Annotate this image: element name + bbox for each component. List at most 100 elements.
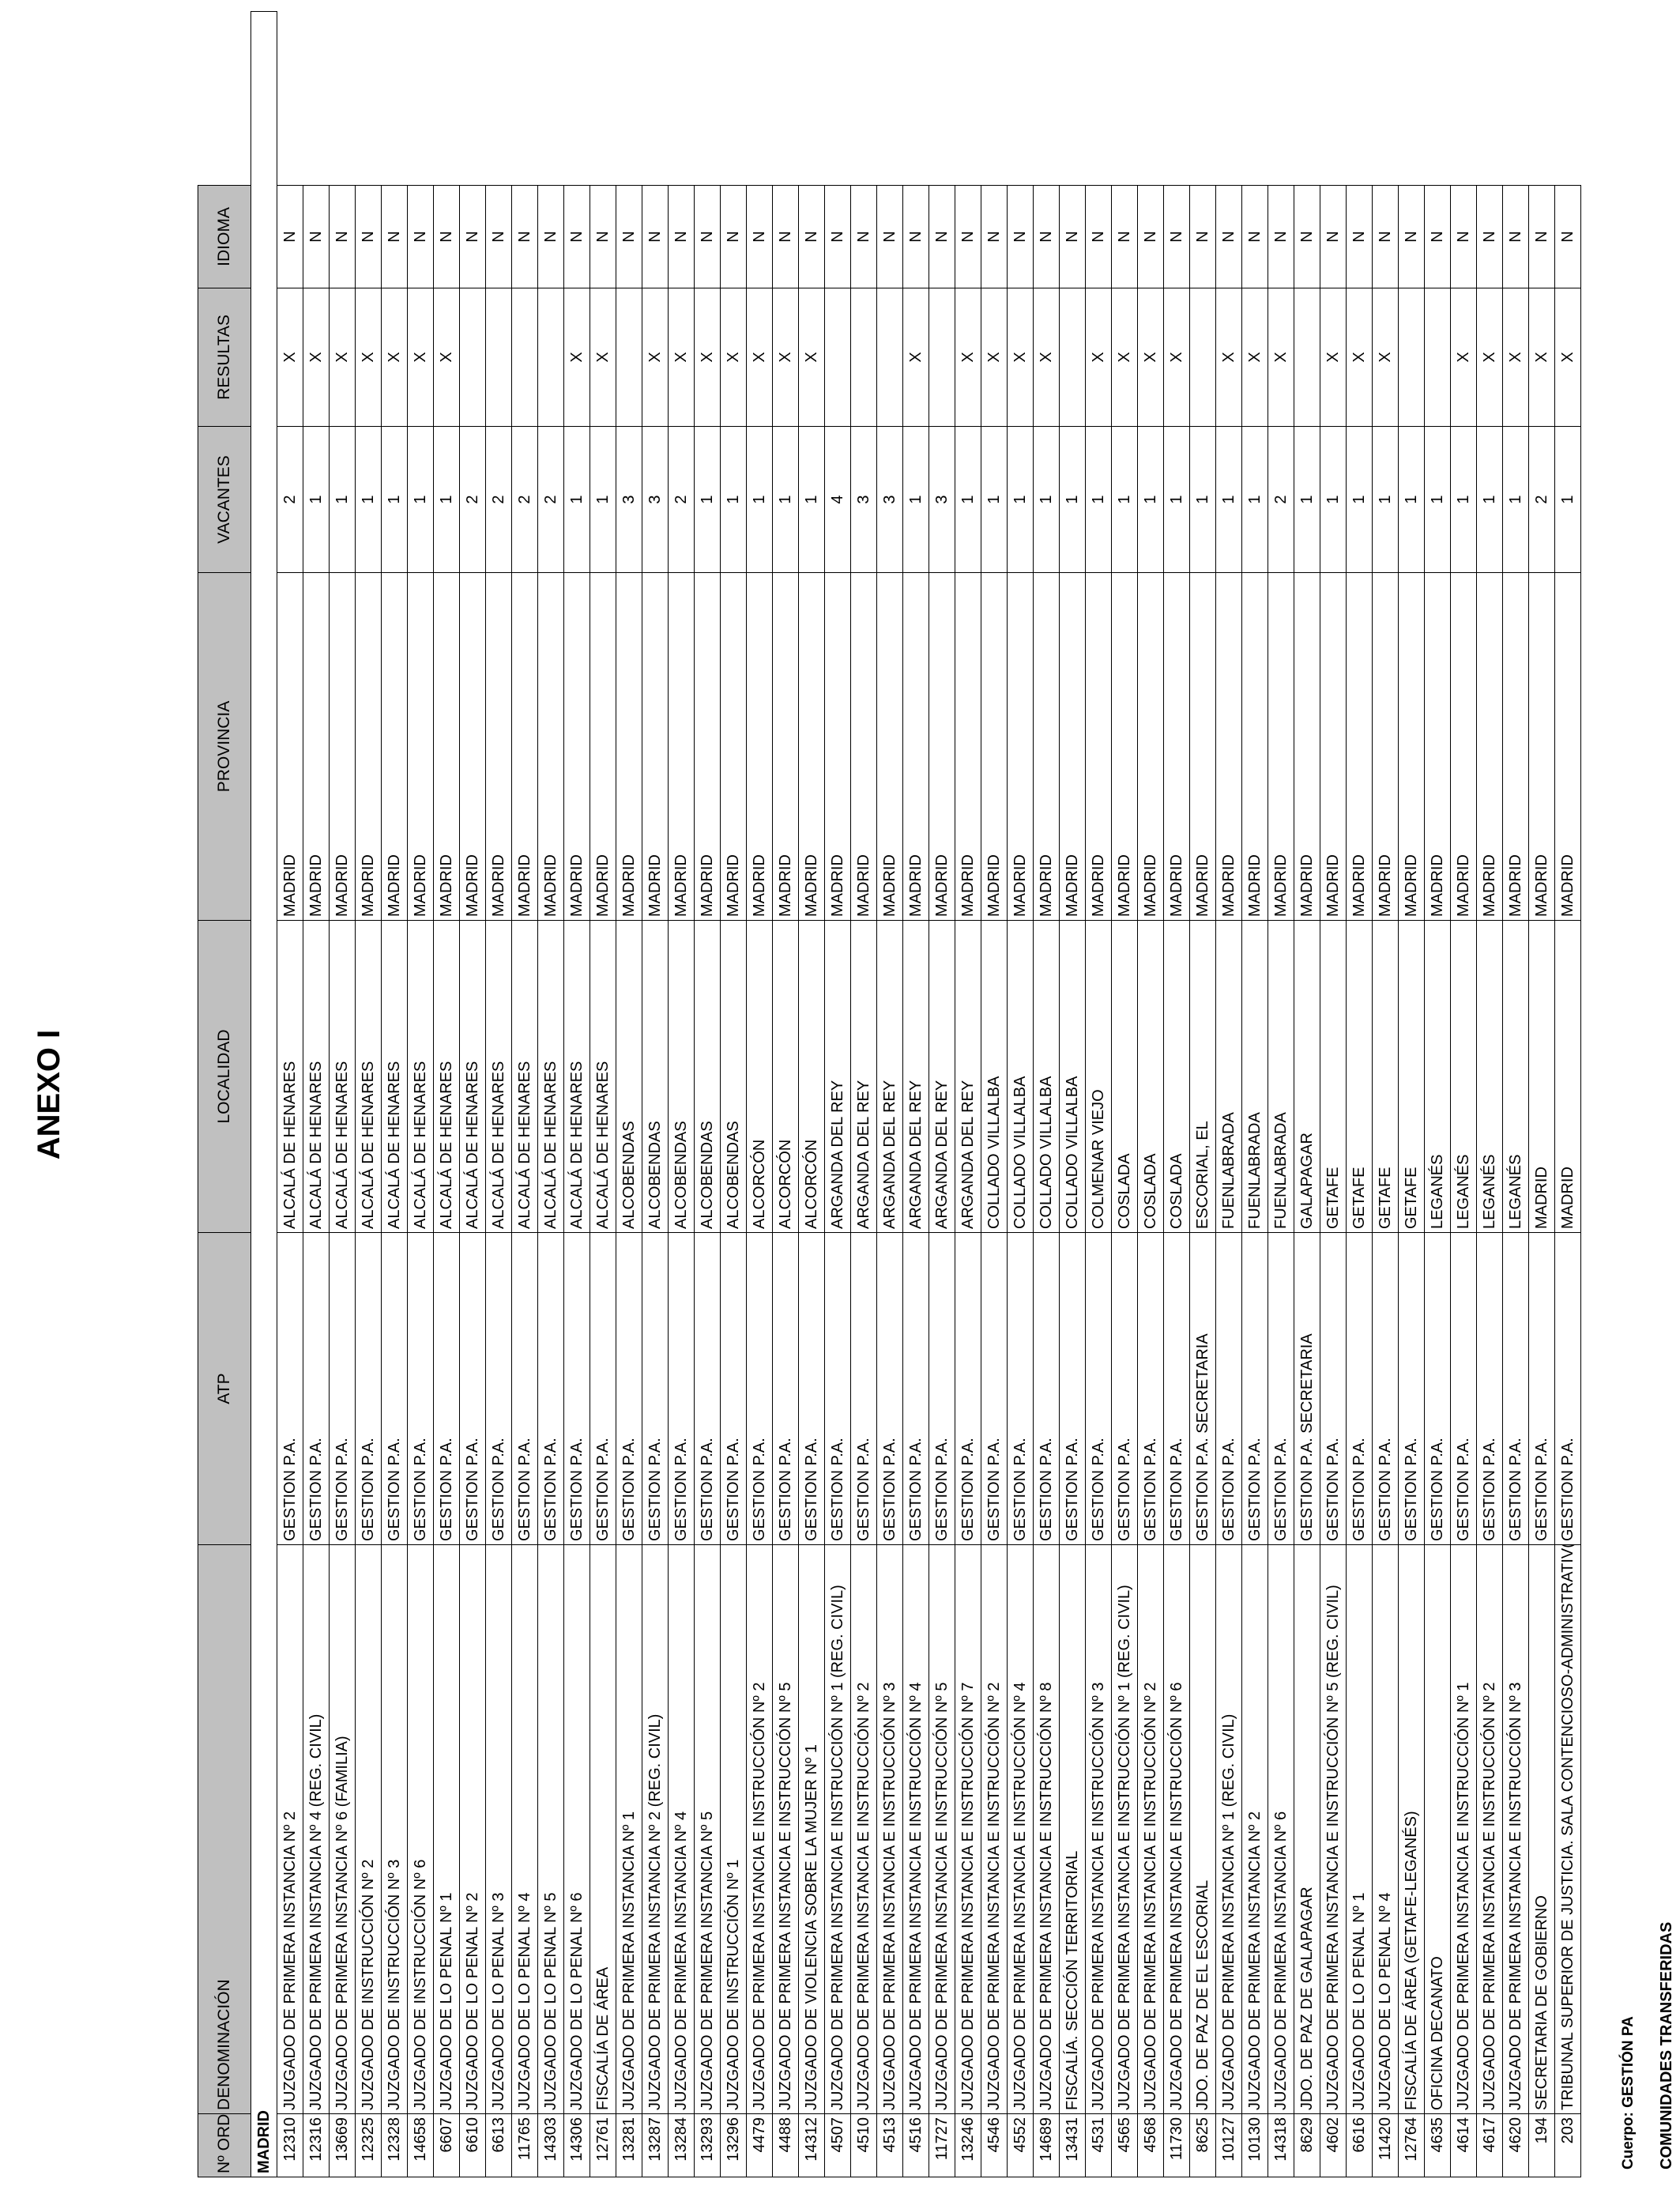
cell-atp: GESTION P.A. [1372,1232,1399,1545]
cell-denominacion: JUZGADO DE LO PENAL Nº 1 [433,1544,460,2114]
cell-orden: 4531 [1085,2113,1112,2177]
cell-denominacion: JUZGADO DE PRIMERA INSTANCIA E INSTRUCCI… [1163,1544,1190,2114]
cell-vacantes: 1 [433,426,460,573]
table-row: 4568 JUZGADO DE PRIMERA INSTANCIA E INSTR… [1137,12,1164,2177]
cell-orden: 14658 [407,2113,434,2177]
cell-idioma: N [720,185,747,288]
cell-resultas: X [277,288,303,427]
table-row: 12310 JUZGADO DE PRIMERA INSTANCIA Nº 2 GE… [277,12,303,2177]
cell-orden: 4568 [1137,2113,1164,2177]
cell-blank [1034,12,1060,186]
cell-provincia: MADRID [772,572,799,921]
cell-localidad: ARGANDA DEL REY [955,920,981,1233]
cell-provincia: MADRID [1294,572,1320,921]
cell-resultas: X [981,288,1008,427]
cell-idioma: N [694,185,721,288]
table-row: 14306 JUZGADO DE LO PENAL Nº 6 GESTION P.A… [563,12,590,2177]
cell-localidad: ALCOBENDAS [642,920,669,1233]
cell-resultas: X [1007,288,1034,427]
cell-idioma: N [433,185,460,288]
cell-idioma: N [1033,185,1060,288]
cell-orden: 10127 [1215,2113,1242,2177]
table-row: 4614 JUZGADO DE PRIMERA INSTANCIA E INSTR… [1450,12,1477,2177]
cell-idioma: N [1111,185,1138,288]
cell-blank [981,12,1008,186]
table-row: 13431 FISCALÍA. SECCIÓN TERRITORIAL GESTIO… [1059,12,1086,2177]
cell-provincia: MADRID [1424,572,1451,921]
cell-blank [1503,12,1529,186]
cell-denominacion: JUZGADO DE LO PENAL Nº 5 [537,1544,564,2114]
cell-atp: GESTION P.A. [668,1232,695,1545]
cell-orden: 12325 [355,2113,382,2177]
cell-atp: GESTION P.A. [981,1232,1008,1545]
cell-localidad: ALCALÁ DE HENARES [329,920,356,1233]
table-row: 12316 JUZGADO DE PRIMERA INSTANCIA Nº 4 (… [303,12,330,2177]
cell-resultas: X [1241,288,1268,427]
cell-vacantes: 1 [1215,426,1242,573]
cell-provincia: MADRID [876,572,903,921]
cell-denominacion: JUZGADO DE PRIMERA INSTANCIA E INSTRUCCI… [929,1544,955,2114]
table-row: 13284 JUZGADO DE PRIMERA INSTANCIA Nº 4 GE… [668,12,695,2177]
cell-orden: 13669 [329,2113,356,2177]
table-row: 6616 JUZGADO DE LO PENAL Nº 1 GESTION P.A.… [1346,12,1373,2177]
cell-denominacion: JUZGADO DE LO PENAL Nº 3 [485,1544,512,2114]
cell-blank [382,12,408,186]
cell-provincia: MADRID [955,572,981,921]
cell-vacantes: 1 [355,426,382,573]
cell-idioma: N [485,185,512,288]
cell-denominacion: JUZGADO DE PRIMERA INSTANCIA E INSTRUCCI… [1007,1544,1034,2114]
cell-idioma: N [303,185,330,288]
cell-denominacion: JUZGADO DE PRIMERA INSTANCIA E INSTRUCCI… [1320,1544,1347,2114]
cell-idioma: N [1085,185,1112,288]
cell-atp: GESTION P.A. [876,1232,903,1545]
cell-provincia: MADRID [824,572,851,921]
cell-vacantes: 1 [1320,426,1347,573]
cell-orden: 12328 [381,2113,408,2177]
cell-blank [1242,12,1268,186]
cell-atp: GESTION P.A. [1085,1232,1112,1545]
cell-atp: GESTION P.A. [277,1232,303,1545]
cell-atp: GESTION P.A. [1241,1232,1268,1545]
cell-localidad: ARGANDA DEL REY [850,920,877,1233]
cell-atp: GESTION P.A. [1111,1232,1138,1545]
table-row: 6607 JUZGADO DE LO PENAL Nº 1 GESTION P.A.… [433,12,460,2177]
cell-denominacion: JUZGADO DE LO PENAL Nº 6 [563,1544,590,2114]
cell-provincia: MADRID [1085,572,1112,921]
cell-idioma: N [1502,185,1529,288]
cell-blank [512,12,538,186]
cell-localidad: ALCALÁ DE HENARES [511,920,538,1233]
cell-atp: GESTION P.A. [303,1232,330,1545]
cell-vacantes: 1 [902,426,929,573]
cell-idioma: N [1320,185,1347,288]
cell-localidad: ESCORIAL, EL [1189,920,1216,1233]
cell-resultas [1424,288,1451,427]
cell-denominacion: JUZGADO DE PRIMERA INSTANCIA Nº 5 [694,1544,721,2114]
cell-provincia: MADRID [511,572,538,921]
cell-denominacion: JUZGADO DE LO PENAL Nº 4 [511,1544,538,2114]
cell-blank [1477,12,1503,186]
cell-blank [851,12,877,186]
table-row: 10127 JUZGADO DE PRIMERA INSTANCIA Nº 1 (… [1215,12,1242,2177]
cell-blank [460,12,486,186]
cell-atp: GESTION P.A. SECRETARIA [1189,1232,1216,1545]
cell-idioma: N [798,185,825,288]
cell-resultas: X [1554,288,1581,427]
cell-denominacion: JUZGADO DE VIOLENCIA SOBRE LA MUJER Nº 1 [798,1544,825,2114]
table-row: 14689 JUZGADO DE PRIMERA INSTANCIA E INST… [1033,12,1060,2177]
cell-localidad: GETAFE [1320,920,1347,1233]
cell-resultas: X [1528,288,1555,427]
cell-idioma: N [1398,185,1425,288]
cell-provincia: MADRID [1163,572,1190,921]
table-row: 8629 JDO. DE PAZ DE GALAPAGAR GESTION P.A.… [1294,12,1320,2177]
cell-provincia: MADRID [798,572,825,921]
cell-resultas: X [407,288,434,427]
cell-vacantes: 2 [511,426,538,573]
cell-vacantes: 1 [1424,426,1451,573]
cell-resultas: X [1372,288,1399,427]
cell-provincia: MADRID [433,572,460,921]
cell-resultas [1189,288,1216,427]
cell-provincia: MADRID [590,572,616,921]
cell-idioma: N [381,185,408,288]
cell-blank [695,12,721,186]
cell-blank [773,12,799,186]
